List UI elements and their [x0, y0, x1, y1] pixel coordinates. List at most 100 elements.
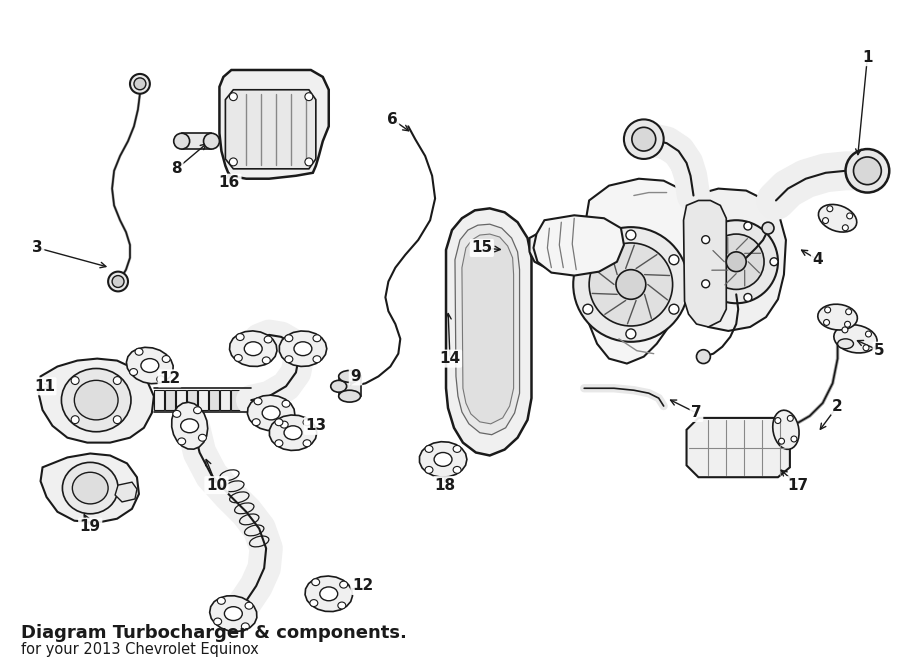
Ellipse shape: [744, 222, 752, 230]
Ellipse shape: [616, 270, 646, 299]
Ellipse shape: [770, 258, 778, 266]
Text: 19: 19: [80, 519, 101, 534]
Ellipse shape: [303, 419, 311, 426]
Ellipse shape: [583, 304, 593, 314]
Polygon shape: [165, 390, 175, 410]
Polygon shape: [683, 200, 726, 327]
Ellipse shape: [847, 213, 852, 219]
Ellipse shape: [303, 440, 311, 447]
Ellipse shape: [583, 255, 593, 264]
Polygon shape: [198, 390, 208, 410]
Ellipse shape: [702, 280, 709, 288]
Ellipse shape: [75, 380, 118, 420]
Ellipse shape: [285, 356, 292, 363]
Ellipse shape: [313, 356, 321, 363]
Ellipse shape: [245, 602, 253, 609]
Text: 10: 10: [206, 478, 227, 492]
Polygon shape: [773, 410, 799, 449]
Polygon shape: [279, 331, 327, 366]
Ellipse shape: [177, 438, 185, 445]
Polygon shape: [818, 204, 857, 232]
Ellipse shape: [853, 157, 881, 184]
Ellipse shape: [305, 93, 313, 100]
Ellipse shape: [130, 74, 150, 94]
Ellipse shape: [194, 407, 202, 414]
Ellipse shape: [453, 467, 461, 473]
Polygon shape: [126, 347, 173, 383]
Polygon shape: [248, 395, 295, 431]
Ellipse shape: [262, 406, 280, 420]
Ellipse shape: [824, 307, 831, 313]
Ellipse shape: [113, 377, 122, 385]
Ellipse shape: [626, 329, 635, 339]
Text: 7: 7: [691, 405, 702, 420]
Polygon shape: [534, 215, 624, 276]
Ellipse shape: [72, 472, 108, 504]
Text: for your 2013 Chevrolet Equinox: for your 2013 Chevrolet Equinox: [21, 642, 258, 656]
Ellipse shape: [669, 255, 679, 264]
Ellipse shape: [284, 426, 302, 440]
Ellipse shape: [726, 252, 746, 272]
Ellipse shape: [338, 370, 361, 382]
Ellipse shape: [254, 398, 262, 405]
Ellipse shape: [282, 401, 290, 407]
Ellipse shape: [130, 369, 138, 375]
Ellipse shape: [113, 416, 122, 424]
Ellipse shape: [338, 390, 361, 402]
Ellipse shape: [313, 334, 321, 342]
Ellipse shape: [310, 600, 318, 607]
Ellipse shape: [234, 354, 242, 362]
Ellipse shape: [203, 134, 220, 149]
Ellipse shape: [162, 356, 170, 362]
Ellipse shape: [695, 220, 778, 303]
Ellipse shape: [573, 227, 688, 342]
Text: 13: 13: [305, 418, 327, 434]
Ellipse shape: [744, 293, 752, 301]
Polygon shape: [269, 415, 317, 450]
Ellipse shape: [626, 230, 635, 240]
Polygon shape: [220, 70, 328, 178]
Ellipse shape: [224, 607, 242, 621]
Ellipse shape: [791, 436, 797, 442]
Polygon shape: [210, 596, 256, 632]
Ellipse shape: [280, 421, 288, 428]
Ellipse shape: [135, 348, 143, 355]
Polygon shape: [446, 208, 532, 455]
Polygon shape: [687, 418, 790, 477]
Text: 18: 18: [435, 478, 455, 492]
Text: 8: 8: [171, 161, 182, 176]
Ellipse shape: [285, 334, 292, 342]
Polygon shape: [818, 304, 858, 330]
Ellipse shape: [252, 418, 260, 426]
Ellipse shape: [71, 377, 79, 385]
Polygon shape: [115, 482, 137, 502]
Ellipse shape: [61, 368, 131, 432]
Text: 3: 3: [32, 241, 43, 255]
Ellipse shape: [320, 587, 338, 601]
Polygon shape: [584, 178, 694, 364]
Ellipse shape: [141, 359, 158, 372]
Text: Diagram Turbocharger & components.: Diagram Turbocharger & components.: [21, 625, 407, 642]
Ellipse shape: [305, 158, 313, 166]
Ellipse shape: [230, 93, 238, 100]
Polygon shape: [462, 234, 514, 424]
Ellipse shape: [134, 78, 146, 90]
Text: 16: 16: [219, 175, 240, 190]
Ellipse shape: [338, 602, 346, 609]
Polygon shape: [305, 576, 353, 611]
Polygon shape: [225, 90, 316, 169]
Ellipse shape: [778, 438, 785, 444]
Text: 4: 4: [813, 253, 823, 267]
Ellipse shape: [842, 225, 849, 231]
Ellipse shape: [844, 321, 850, 327]
Ellipse shape: [788, 415, 793, 421]
Ellipse shape: [265, 336, 272, 343]
Ellipse shape: [62, 463, 118, 514]
Polygon shape: [154, 390, 164, 410]
Ellipse shape: [762, 222, 774, 234]
Text: 17: 17: [788, 478, 808, 492]
Ellipse shape: [824, 319, 830, 325]
Polygon shape: [182, 134, 212, 149]
Ellipse shape: [842, 327, 848, 333]
Text: 11: 11: [34, 379, 55, 394]
